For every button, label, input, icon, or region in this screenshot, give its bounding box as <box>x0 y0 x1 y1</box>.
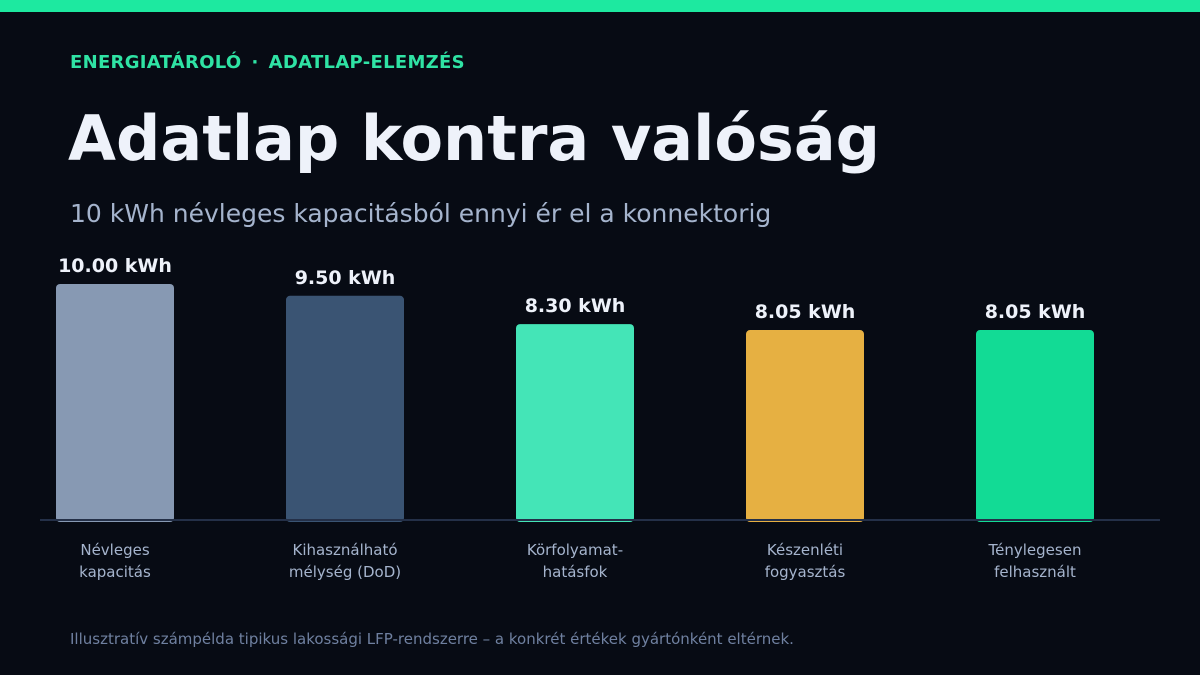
bar-value-label: 8.05 kWh <box>755 301 856 323</box>
bar-value-label: 8.30 kWh <box>525 295 626 317</box>
bar-3 <box>516 324 634 522</box>
category-label: Névleges <box>80 541 149 559</box>
bar-value-label: 9.50 kWh <box>295 267 396 289</box>
eyebrow-category: ENERGIATÁROLÓ <box>70 52 242 73</box>
category-label: hatásfok <box>543 563 608 581</box>
footnote: Illusztratív számpélda tipikus lakossági… <box>70 630 794 648</box>
page-subtitle: 10 kWh névleges kapacitásból ennyi ér el… <box>70 199 772 228</box>
bar-2 <box>286 295 404 522</box>
category-label: Ténylegesen <box>988 541 1082 559</box>
eyebrow-topic: ADATLAP-ELEMZÉS <box>268 52 465 73</box>
bar-4 <box>746 330 864 522</box>
eyebrow-separator: · <box>251 52 259 73</box>
eyebrow: ENERGIATÁROLÓ · ADATLAP-ELEMZÉS <box>70 52 465 73</box>
category-label: fogyasztás <box>765 563 846 581</box>
bar-5 <box>976 330 1094 522</box>
bar-value-label: 8.05 kWh <box>985 301 1086 323</box>
category-label: Kihasználható <box>292 541 397 559</box>
category-label: kapacitás <box>79 563 151 581</box>
top-accent-bar <box>0 0 1200 12</box>
category-label: felhasznált <box>994 563 1076 581</box>
category-label: mélység (DoD) <box>289 563 401 581</box>
category-label: Körfolyamat- <box>527 541 623 559</box>
bar-value-label: 10.00 kWh <box>58 255 172 277</box>
bar-1 <box>56 284 174 522</box>
page-title: Adatlap kontra valóság <box>68 102 881 175</box>
category-label: Készenléti <box>767 541 843 559</box>
